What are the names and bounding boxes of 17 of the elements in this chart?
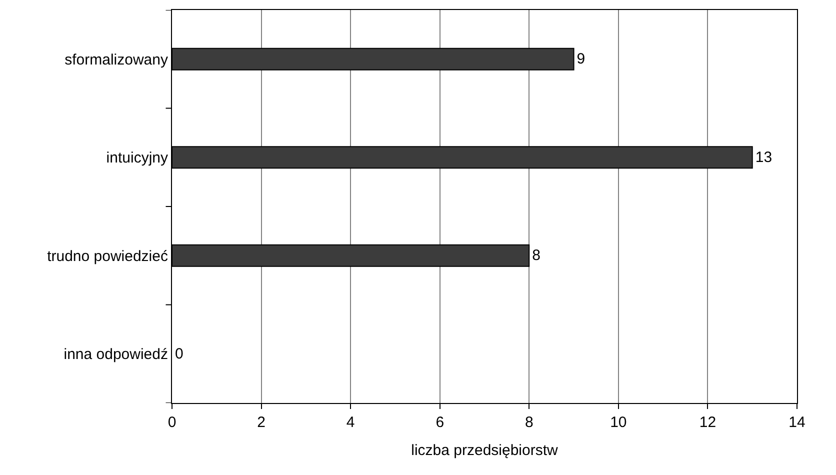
y-tick-label: intuicyjny (106, 150, 168, 167)
data-label: 13 (755, 148, 772, 166)
y-tick-label: inna odpowiedź (64, 346, 168, 364)
x-tick-label: 12 (699, 414, 716, 431)
x-tick-label: 2 (257, 414, 266, 431)
x-tick-label: 4 (346, 414, 355, 431)
data-label: 0 (175, 345, 184, 362)
data-label: 9 (576, 50, 586, 68)
x-axis-title: liczba przedsiębiorstw (411, 442, 558, 459)
x-tick-label: 6 (436, 414, 444, 431)
data-label: 8 (532, 247, 540, 264)
y-tick-label: trudno powiedzieć (47, 248, 168, 265)
x-tick-label: 14 (788, 414, 806, 431)
x-tick-label: 0 (168, 414, 176, 431)
y-tick-label: sformalizowany (64, 51, 168, 68)
x-tick-label: 8 (524, 414, 534, 431)
x-tick-label: 10 (610, 414, 627, 431)
